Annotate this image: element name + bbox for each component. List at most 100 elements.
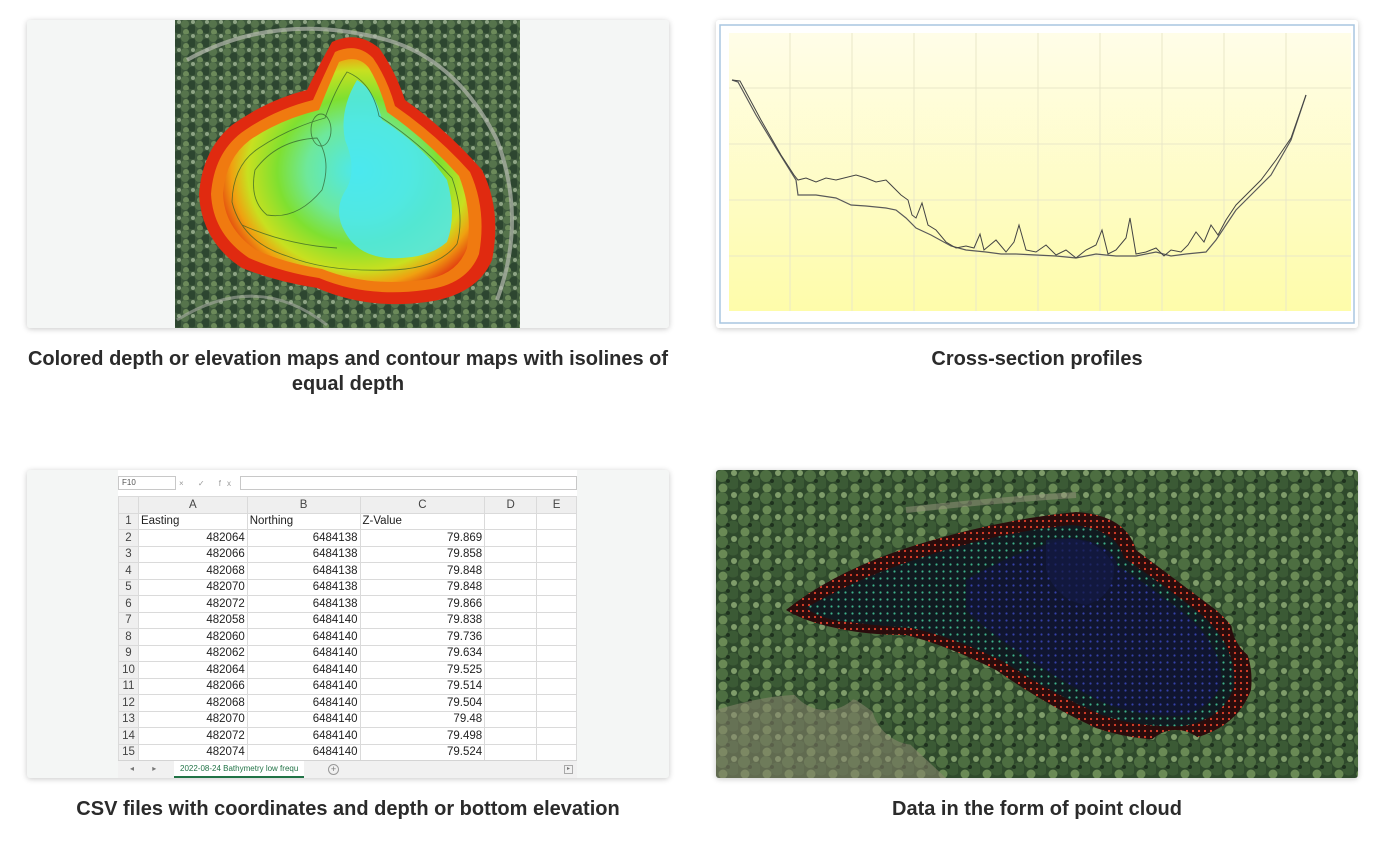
cell-empty[interactable] xyxy=(536,661,577,679)
cell-empty[interactable] xyxy=(536,727,577,745)
cell-northing[interactable]: 6484138 xyxy=(246,545,361,563)
cell-easting[interactable]: 482068 xyxy=(137,694,248,712)
cell-z-header[interactable]: Z-Value xyxy=(359,512,486,530)
row-header[interactable]: 15 xyxy=(118,743,139,761)
cell-northing[interactable]: 6484140 xyxy=(246,661,361,679)
cell-empty[interactable] xyxy=(484,529,538,547)
cell-empty[interactable] xyxy=(484,611,538,629)
cell-empty[interactable] xyxy=(484,628,538,646)
cell-z-value[interactable]: 79.525 xyxy=(359,661,486,679)
cell-z-value[interactable]: 79.869 xyxy=(359,529,486,547)
cell-empty[interactable] xyxy=(536,529,577,547)
cell-empty[interactable] xyxy=(484,562,538,580)
row-header[interactable]: 4 xyxy=(118,562,139,580)
cell-easting[interactable]: 482070 xyxy=(137,710,248,728)
sheet-tab[interactable]: 2022-08-24 Bathymetry low frequ xyxy=(174,761,305,778)
row-header[interactable]: 12 xyxy=(118,694,139,712)
sheet-nav-arrows[interactable]: ◂ ▸ xyxy=(130,764,165,773)
cell-northing[interactable]: 6484140 xyxy=(246,628,361,646)
cell-empty[interactable] xyxy=(536,628,577,646)
cell-empty[interactable] xyxy=(484,710,538,728)
scroll-right-icon[interactable]: ▸ xyxy=(564,765,573,774)
add-sheet-icon[interactable]: + xyxy=(328,764,339,775)
cell-northing[interactable]: 6484140 xyxy=(246,677,361,695)
formula-input[interactable] xyxy=(240,476,577,490)
cell-empty[interactable] xyxy=(484,743,538,761)
cell-easting[interactable]: 482072 xyxy=(137,595,248,613)
cell-empty[interactable] xyxy=(484,545,538,563)
cell-easting[interactable]: 482064 xyxy=(137,529,248,547)
cell-z-value[interactable]: 79.498 xyxy=(359,727,486,745)
cell-easting[interactable]: 482058 xyxy=(137,611,248,629)
cell-northing[interactable]: 6484140 xyxy=(246,694,361,712)
cell-empty[interactable] xyxy=(536,578,577,596)
cell-empty[interactable] xyxy=(536,743,577,761)
row-header[interactable]: 11 xyxy=(118,677,139,695)
cell-z-value[interactable]: 79.848 xyxy=(359,562,486,580)
cell-northing[interactable]: 6484140 xyxy=(246,743,361,761)
cell-empty[interactable] xyxy=(536,710,577,728)
cell-northing[interactable]: 6484138 xyxy=(246,529,361,547)
cell-easting-header[interactable]: Easting xyxy=(137,512,248,530)
cell-empty[interactable] xyxy=(484,578,538,596)
row-header[interactable]: 10 xyxy=(118,661,139,679)
name-box[interactable]: F10 xyxy=(118,476,176,490)
row-header[interactable]: 5 xyxy=(118,578,139,596)
column-header-a[interactable]: A xyxy=(137,496,248,514)
cell-empty[interactable] xyxy=(536,694,577,712)
cell-empty[interactable] xyxy=(536,677,577,695)
row-header[interactable]: 1 xyxy=(118,512,139,530)
cell-northing[interactable]: 6484140 xyxy=(246,611,361,629)
cell-z-value[interactable]: 79.634 xyxy=(359,644,486,662)
cell-empty[interactable] xyxy=(536,595,577,613)
cell-empty[interactable] xyxy=(484,727,538,745)
cell-easting[interactable]: 482068 xyxy=(137,562,248,580)
cell-empty[interactable] xyxy=(536,512,577,530)
cell-empty[interactable] xyxy=(484,694,538,712)
cell-northing[interactable]: 6484140 xyxy=(246,727,361,745)
row-header[interactable]: 9 xyxy=(118,644,139,662)
cell-easting[interactable]: 482064 xyxy=(137,661,248,679)
cell-northing[interactable]: 6484138 xyxy=(246,562,361,580)
cell-easting[interactable]: 482062 xyxy=(137,644,248,662)
select-all-corner[interactable] xyxy=(118,496,139,514)
cell-northing-header[interactable]: Northing xyxy=(246,512,361,530)
cell-z-value[interactable]: 79.514 xyxy=(359,677,486,695)
cell-z-value[interactable]: 79.848 xyxy=(359,578,486,596)
cell-easting[interactable]: 482066 xyxy=(137,545,248,563)
cell-z-value[interactable]: 79.858 xyxy=(359,545,486,563)
cell-easting[interactable]: 482072 xyxy=(137,727,248,745)
cell-empty[interactable] xyxy=(536,562,577,580)
column-header-d[interactable]: D xyxy=(484,496,538,514)
cell-empty[interactable] xyxy=(536,611,577,629)
cell-empty[interactable] xyxy=(484,661,538,679)
row-header[interactable]: 13 xyxy=(118,710,139,728)
formula-icons[interactable]: × ✓ fx xyxy=(178,478,238,488)
row-header[interactable]: 8 xyxy=(118,628,139,646)
cell-northing[interactable]: 6484138 xyxy=(246,578,361,596)
row-header[interactable]: 7 xyxy=(118,611,139,629)
row-header[interactable]: 6 xyxy=(118,595,139,613)
cell-z-value[interactable]: 79.504 xyxy=(359,694,486,712)
row-header[interactable]: 3 xyxy=(118,545,139,563)
cell-empty[interactable] xyxy=(484,595,538,613)
cell-empty[interactable] xyxy=(536,545,577,563)
cell-northing[interactable]: 6484140 xyxy=(246,710,361,728)
cell-z-value[interactable]: 79.866 xyxy=(359,595,486,613)
cell-z-value[interactable]: 79.524 xyxy=(359,743,486,761)
cell-empty[interactable] xyxy=(536,644,577,662)
cell-easting[interactable]: 482070 xyxy=(137,578,248,596)
cell-northing[interactable]: 6484138 xyxy=(246,595,361,613)
column-header-e[interactable]: E xyxy=(536,496,577,514)
cell-empty[interactable] xyxy=(484,644,538,662)
cell-northing[interactable]: 6484140 xyxy=(246,644,361,662)
cell-easting[interactable]: 482060 xyxy=(137,628,248,646)
cell-easting[interactable]: 482074 xyxy=(137,743,248,761)
cell-empty[interactable] xyxy=(484,677,538,695)
cell-z-value[interactable]: 79.838 xyxy=(359,611,486,629)
cell-easting[interactable]: 482066 xyxy=(137,677,248,695)
cell-z-value[interactable]: 79.736 xyxy=(359,628,486,646)
row-header[interactable]: 14 xyxy=(118,727,139,745)
column-header-c[interactable]: C xyxy=(359,496,486,514)
cell-z-value[interactable]: 79.48 xyxy=(359,710,486,728)
